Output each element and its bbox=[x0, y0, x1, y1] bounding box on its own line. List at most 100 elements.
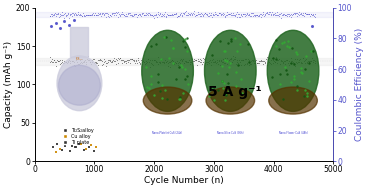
Point bbox=[197, 61, 203, 64]
Point bbox=[81, 14, 86, 17]
Point bbox=[124, 14, 130, 17]
Point bbox=[91, 14, 97, 17]
Point bbox=[255, 13, 261, 16]
Point bbox=[88, 14, 94, 17]
Point bbox=[310, 14, 316, 17]
Point bbox=[104, 61, 110, 64]
Point bbox=[222, 15, 228, 18]
Point bbox=[247, 14, 252, 17]
Point bbox=[151, 59, 156, 62]
Point bbox=[212, 61, 218, 64]
Point bbox=[120, 58, 126, 61]
Point bbox=[189, 13, 195, 16]
Legend: Ti₂S₂alloy, Cu alloy, Ti plate: Ti₂S₂alloy, Cu alloy, Ti plate bbox=[58, 126, 96, 146]
Point bbox=[188, 60, 194, 63]
Point bbox=[309, 25, 315, 28]
Point bbox=[161, 13, 167, 16]
Point bbox=[114, 61, 120, 64]
Point bbox=[301, 14, 307, 17]
Point bbox=[86, 13, 92, 16]
Point bbox=[59, 61, 64, 64]
Point bbox=[234, 11, 240, 14]
Point bbox=[123, 15, 128, 18]
Point bbox=[123, 12, 129, 15]
Point bbox=[226, 12, 232, 15]
Point bbox=[244, 12, 250, 15]
Point bbox=[246, 64, 252, 67]
Point bbox=[83, 14, 89, 17]
Point bbox=[95, 11, 100, 14]
Point bbox=[59, 148, 65, 151]
Point bbox=[93, 61, 99, 64]
Point bbox=[266, 57, 272, 60]
Point bbox=[204, 13, 210, 16]
Point bbox=[213, 10, 219, 13]
Point bbox=[272, 14, 278, 17]
Point bbox=[48, 13, 54, 16]
Point bbox=[201, 57, 207, 60]
Point bbox=[81, 59, 87, 62]
Point bbox=[146, 66, 152, 69]
Point bbox=[122, 14, 128, 17]
Point bbox=[189, 57, 195, 60]
Point bbox=[104, 12, 110, 15]
Point bbox=[75, 11, 81, 14]
Point bbox=[53, 64, 59, 67]
Point bbox=[228, 57, 234, 60]
Point bbox=[165, 14, 171, 17]
Point bbox=[77, 143, 82, 146]
Point bbox=[310, 58, 316, 61]
Point bbox=[207, 59, 213, 62]
Point bbox=[86, 145, 92, 148]
Point bbox=[138, 15, 144, 18]
Point bbox=[101, 14, 107, 17]
Point bbox=[179, 15, 185, 18]
Point bbox=[187, 12, 192, 15]
Point bbox=[293, 65, 298, 68]
Point bbox=[311, 15, 317, 18]
Point bbox=[198, 15, 204, 18]
Point bbox=[146, 11, 152, 14]
Point bbox=[107, 13, 113, 16]
Point bbox=[279, 13, 285, 16]
Point bbox=[241, 12, 247, 15]
Point bbox=[166, 13, 172, 16]
Point bbox=[131, 12, 137, 15]
Point bbox=[202, 58, 208, 61]
Point bbox=[245, 12, 251, 15]
Point bbox=[274, 11, 280, 14]
Point bbox=[132, 13, 138, 16]
Point bbox=[70, 12, 76, 15]
Point bbox=[197, 14, 202, 17]
Point bbox=[206, 11, 212, 14]
Point bbox=[149, 14, 155, 17]
Point bbox=[209, 14, 215, 17]
Point bbox=[178, 13, 184, 16]
Point bbox=[294, 62, 300, 65]
Point bbox=[54, 12, 60, 15]
Point bbox=[290, 12, 296, 15]
Point bbox=[91, 62, 96, 65]
Point bbox=[153, 13, 159, 16]
Point bbox=[58, 61, 64, 64]
Point bbox=[53, 151, 59, 154]
Point bbox=[193, 14, 199, 17]
Point bbox=[295, 60, 301, 63]
Point bbox=[177, 62, 183, 65]
Point bbox=[224, 11, 230, 14]
Point bbox=[312, 60, 318, 63]
Point bbox=[57, 63, 63, 66]
Point bbox=[92, 60, 98, 64]
Point bbox=[65, 60, 71, 63]
Point bbox=[63, 15, 69, 18]
Point bbox=[116, 12, 122, 15]
Point bbox=[101, 57, 107, 60]
Point bbox=[247, 59, 252, 62]
Point bbox=[224, 57, 230, 60]
Point bbox=[232, 56, 238, 59]
Point bbox=[271, 12, 277, 15]
Point bbox=[74, 61, 80, 64]
Point bbox=[178, 12, 184, 15]
Point bbox=[298, 62, 304, 65]
Point bbox=[199, 13, 205, 16]
